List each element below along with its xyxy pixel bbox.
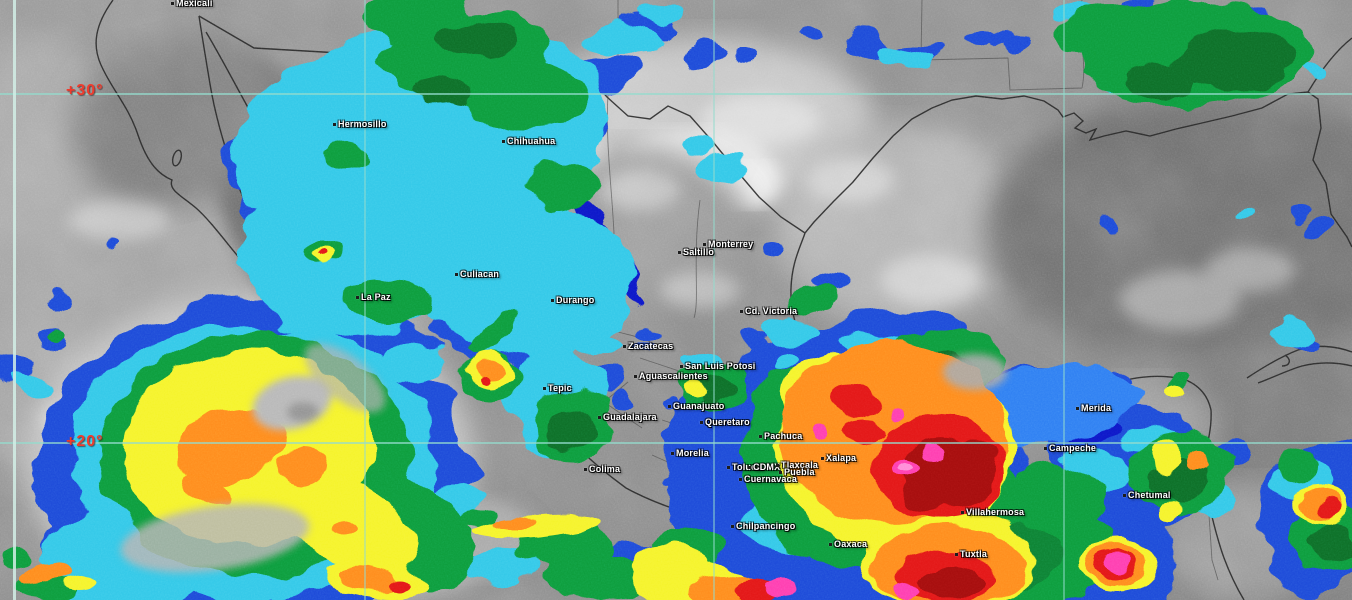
city-marker-icon: [678, 251, 681, 255]
city-label-queretaro: Queretaro: [700, 417, 750, 427]
city-label-guanajuato: Guanajuato: [668, 401, 725, 411]
city-label-tepic: Tepic: [543, 383, 572, 393]
city-marker-icon: [955, 553, 958, 557]
city-marker-icon: [598, 416, 601, 420]
city-label-durango: Durango: [551, 295, 594, 305]
city-marker-icon: [623, 345, 626, 349]
city-label-toluca: Toluca: [727, 462, 762, 472]
city-marker-icon: [634, 375, 637, 379]
city-label-puebla: Puebla: [779, 467, 815, 477]
city-label-colima: Colima: [584, 464, 620, 474]
city-label-campeche: Campeche: [1044, 443, 1096, 453]
city-label-chetumal: Chetumal: [1123, 490, 1171, 500]
city-label-morelia: Morelia: [671, 448, 709, 458]
city-marker-icon: [727, 466, 730, 470]
city-marker-icon: [776, 464, 779, 468]
city-marker-icon: [333, 123, 336, 127]
city-label-monterrey: Monterrey: [703, 239, 753, 249]
city-label-culiacan: Culiacan: [455, 269, 499, 279]
city-marker-icon: [1044, 447, 1047, 451]
city-label-hermosillo: Hermosillo: [333, 119, 387, 129]
city-label-merida: Merida: [1076, 403, 1111, 413]
city-marker-icon: [1123, 494, 1126, 498]
longitude-gridline: [713, 0, 715, 600]
city-marker-icon: [502, 140, 505, 144]
city-marker-icon: [759, 435, 762, 439]
city-marker-icon: [668, 405, 671, 409]
city-marker-icon: [680, 365, 683, 369]
city-label-oaxaca: Oaxaca: [829, 539, 867, 549]
city-label-aguascalientes: Aguascalientes: [634, 371, 708, 381]
city-marker-icon: [671, 452, 674, 456]
city-marker-icon: [739, 478, 742, 482]
city-label-chilpancingo: Chilpancingo: [731, 521, 795, 531]
city-marker-icon: [171, 2, 174, 6]
city-marker-icon: [829, 543, 832, 547]
city-marker-icon: [455, 273, 458, 277]
city-label-cd-victoria: Cd. Victoria: [740, 306, 797, 316]
city-label-tuxtla: Tuxtla: [955, 549, 987, 559]
city-marker-icon: [740, 310, 743, 314]
city-label-pachuca: Pachuca: [759, 431, 802, 441]
city-marker-icon: [961, 511, 964, 515]
latitude-label: +20°: [66, 433, 104, 450]
city-label-zacatecas: Zacatecas: [623, 341, 673, 351]
city-marker-icon: [821, 457, 824, 461]
city-label-saltillo: Saltillo: [678, 247, 714, 257]
city-marker-icon: [584, 468, 587, 472]
city-label-guadalajara: Guadalajara: [598, 412, 657, 422]
city-marker-icon: [700, 421, 703, 425]
longitude-gridline: [364, 0, 366, 600]
city-label-xalapa: Xalapa: [821, 453, 856, 463]
latitude-gridline: [0, 442, 1352, 444]
city-marker-icon: [731, 525, 734, 529]
longitude-gridline: [1063, 0, 1065, 600]
city-label-tlaxcala: Tlaxcala: [776, 460, 818, 470]
city-label-villahermosa: Villahermosa: [961, 507, 1024, 517]
map-frame-line: [13, 0, 16, 600]
city-marker-icon: [543, 387, 546, 391]
city-marker-icon: [551, 299, 554, 303]
city-marker-icon: [1076, 407, 1079, 411]
latitude-label: +30°: [66, 82, 104, 99]
city-label-cuernavaca: Cuernavaca: [739, 474, 797, 484]
city-marker-icon: [356, 296, 359, 300]
city-marker-icon: [703, 243, 706, 247]
city-label-la-paz: La Paz: [356, 292, 391, 302]
city-label-mexicali: Mexicali: [171, 0, 213, 8]
city-marker-icon: [748, 466, 751, 470]
city-label-chihuahua: Chihuahua: [502, 136, 555, 146]
city-label-san-luis-potosi: San Luis Potosi: [680, 361, 756, 371]
city-marker-icon: [779, 471, 782, 475]
latitude-gridline: [0, 93, 1352, 95]
city-label-cdmx: CDMX: [748, 462, 780, 472]
